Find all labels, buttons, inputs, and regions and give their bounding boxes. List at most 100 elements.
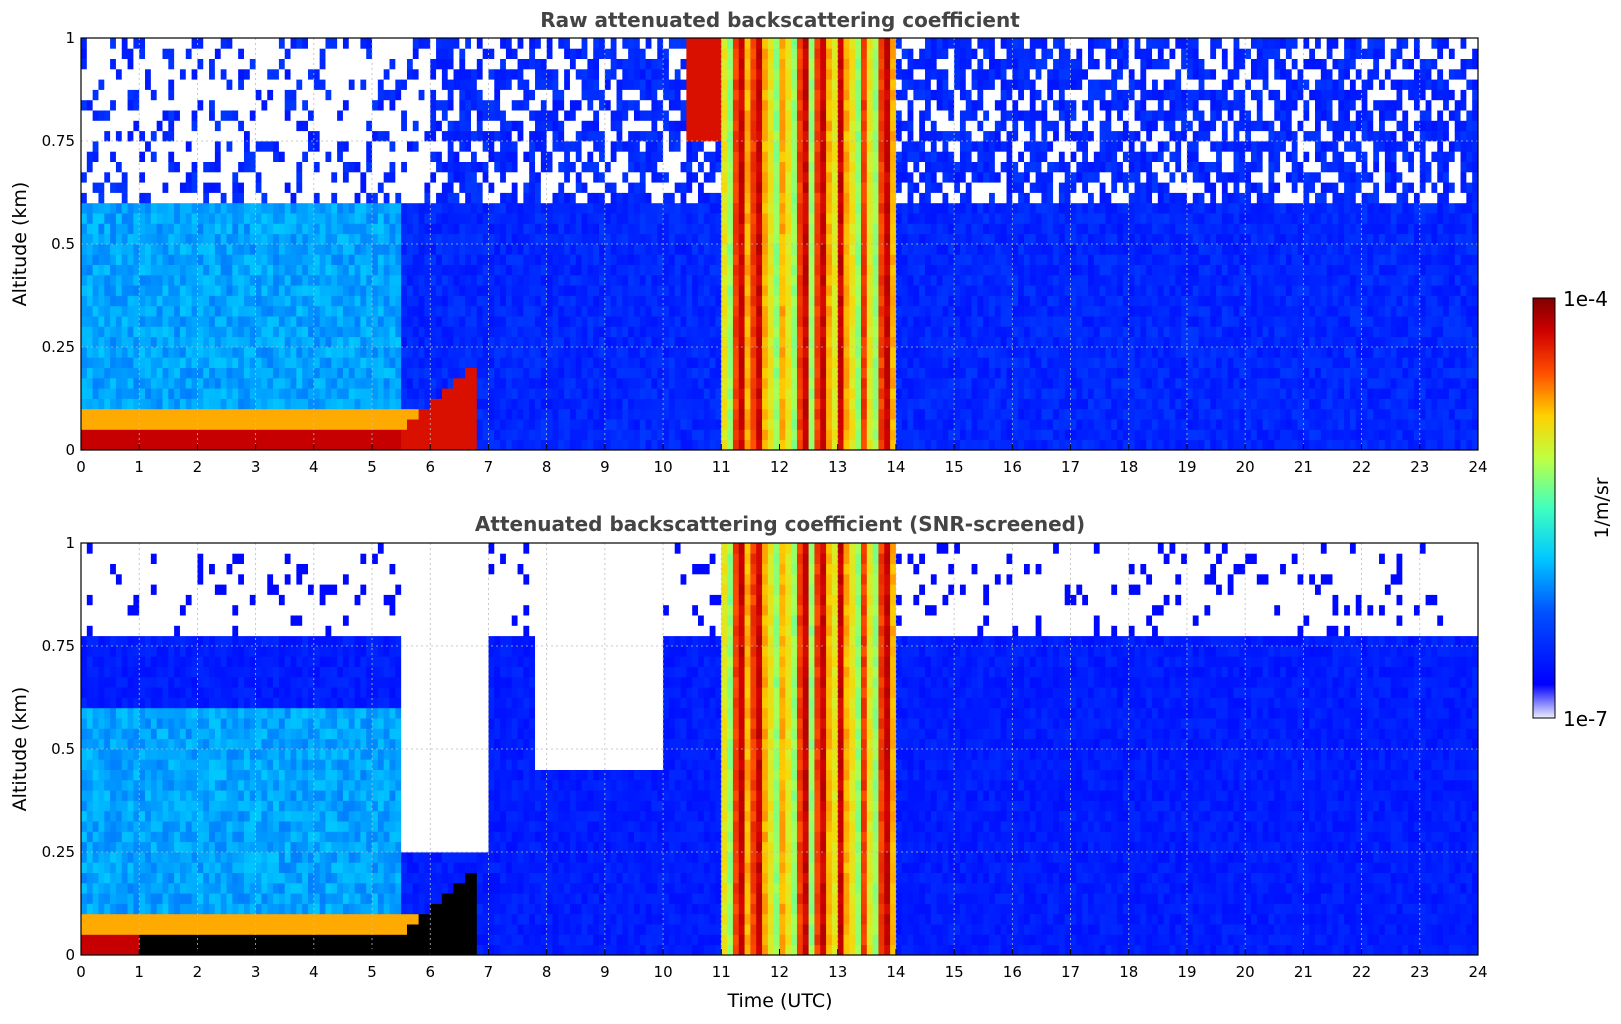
heatmap-cell <box>663 296 669 307</box>
heatmap-cell <box>366 378 372 389</box>
heatmap-cell <box>518 265 524 276</box>
heatmap-cell <box>133 162 139 173</box>
heatmap-cell <box>570 234 576 245</box>
heatmap-cell <box>378 48 384 59</box>
heatmap-cell <box>454 326 460 337</box>
heatmap-cell <box>785 131 791 142</box>
heatmap-cell <box>320 429 326 440</box>
heatmap-cell <box>797 275 803 286</box>
heatmap-cell <box>500 440 506 451</box>
heatmap-cell <box>465 440 471 451</box>
heatmap-cell <box>500 120 506 131</box>
heatmap-cell <box>448 429 454 440</box>
heatmap-cell <box>384 368 390 379</box>
heatmap-cell <box>273 182 279 193</box>
heatmap-cell <box>535 182 541 193</box>
heatmap-cell <box>279 285 285 296</box>
heatmap-cell <box>407 100 413 111</box>
heatmap-cell <box>349 378 355 389</box>
heatmap-cell <box>372 285 378 296</box>
heatmap-cell <box>436 141 442 152</box>
heatmap-cell <box>116 110 122 121</box>
heatmap-cell <box>675 203 681 214</box>
heatmap-cell <box>122 223 128 234</box>
heatmap-cell <box>518 79 524 90</box>
heatmap-cell <box>279 213 285 224</box>
heatmap-cell <box>791 440 797 451</box>
heatmap-cell <box>780 48 786 59</box>
heatmap-cell <box>401 296 407 307</box>
heatmap-cell <box>803 244 809 255</box>
heatmap-cell <box>372 172 378 183</box>
heatmap-cell <box>325 357 331 368</box>
heatmap-cell <box>698 337 704 348</box>
heatmap-cell <box>378 120 384 131</box>
heatmap-cell <box>523 440 529 451</box>
heatmap-cell <box>465 172 471 183</box>
heatmap-cell <box>424 203 430 214</box>
heatmap-cell <box>634 162 640 173</box>
heatmap-cell <box>745 100 751 111</box>
heatmap-cell <box>651 326 657 337</box>
heatmap-cell <box>378 182 384 193</box>
heatmap-cell <box>168 254 174 265</box>
heatmap-cell <box>582 419 588 430</box>
heatmap-cell <box>227 326 233 337</box>
heatmap-cell <box>506 48 512 59</box>
heatmap-cell <box>454 172 460 183</box>
heatmap-cell <box>605 59 611 70</box>
heatmap-cell <box>372 337 378 348</box>
heatmap-cell <box>267 131 273 142</box>
heatmap-cell <box>692 203 698 214</box>
heatmap-cell <box>529 38 535 49</box>
heatmap-cell <box>378 399 384 410</box>
heatmap-cell <box>192 440 198 451</box>
heatmap-cell <box>512 337 518 348</box>
heatmap-cell <box>215 265 221 276</box>
heatmap-cell <box>378 275 384 286</box>
heatmap-cell <box>617 193 623 204</box>
heatmap-cell <box>512 316 518 327</box>
heatmap-cell <box>570 48 576 59</box>
heatmap-cell <box>471 182 477 193</box>
heatmap-cell <box>552 69 558 80</box>
heatmap-cell <box>529 151 535 162</box>
heatmap-cell <box>622 254 628 265</box>
heatmap-cell <box>506 69 512 80</box>
heatmap-cell <box>343 182 349 193</box>
heatmap-cell <box>558 326 564 337</box>
heatmap-cell <box>494 368 500 379</box>
heatmap-cell <box>378 368 384 379</box>
heatmap-cell <box>314 120 320 131</box>
heatmap-cell <box>587 131 593 142</box>
heatmap-cell <box>710 59 716 70</box>
heatmap-cell <box>803 162 809 173</box>
heatmap-cell <box>430 316 436 327</box>
heatmap-cell <box>430 59 436 70</box>
heatmap-cell <box>762 347 768 358</box>
heatmap-cell <box>168 357 174 368</box>
heatmap-cell <box>128 316 134 327</box>
heatmap-cell <box>372 100 378 111</box>
heatmap-cell <box>390 110 396 121</box>
heatmap-cell <box>523 182 529 193</box>
heatmap-cell <box>110 440 116 451</box>
heatmap-cell <box>582 120 588 131</box>
heatmap-cell <box>337 38 343 49</box>
heatmap-cell <box>750 265 756 276</box>
heatmap-cell <box>430 90 436 101</box>
heatmap-cell <box>710 234 716 245</box>
heatmap-cell <box>657 213 663 224</box>
heatmap-cell <box>203 110 209 121</box>
heatmap-cell <box>523 120 529 131</box>
heatmap-cell <box>500 306 506 317</box>
heatmap-cell <box>721 120 727 131</box>
heatmap-cell <box>640 357 646 368</box>
heatmap-cell <box>756 388 762 399</box>
heatmap-cell <box>529 399 535 410</box>
heatmap-cell <box>162 275 168 286</box>
heatmap-cell <box>512 120 518 131</box>
heatmap-cell <box>238 388 244 399</box>
heatmap-cell <box>128 429 134 440</box>
heatmap-cell <box>768 172 774 183</box>
